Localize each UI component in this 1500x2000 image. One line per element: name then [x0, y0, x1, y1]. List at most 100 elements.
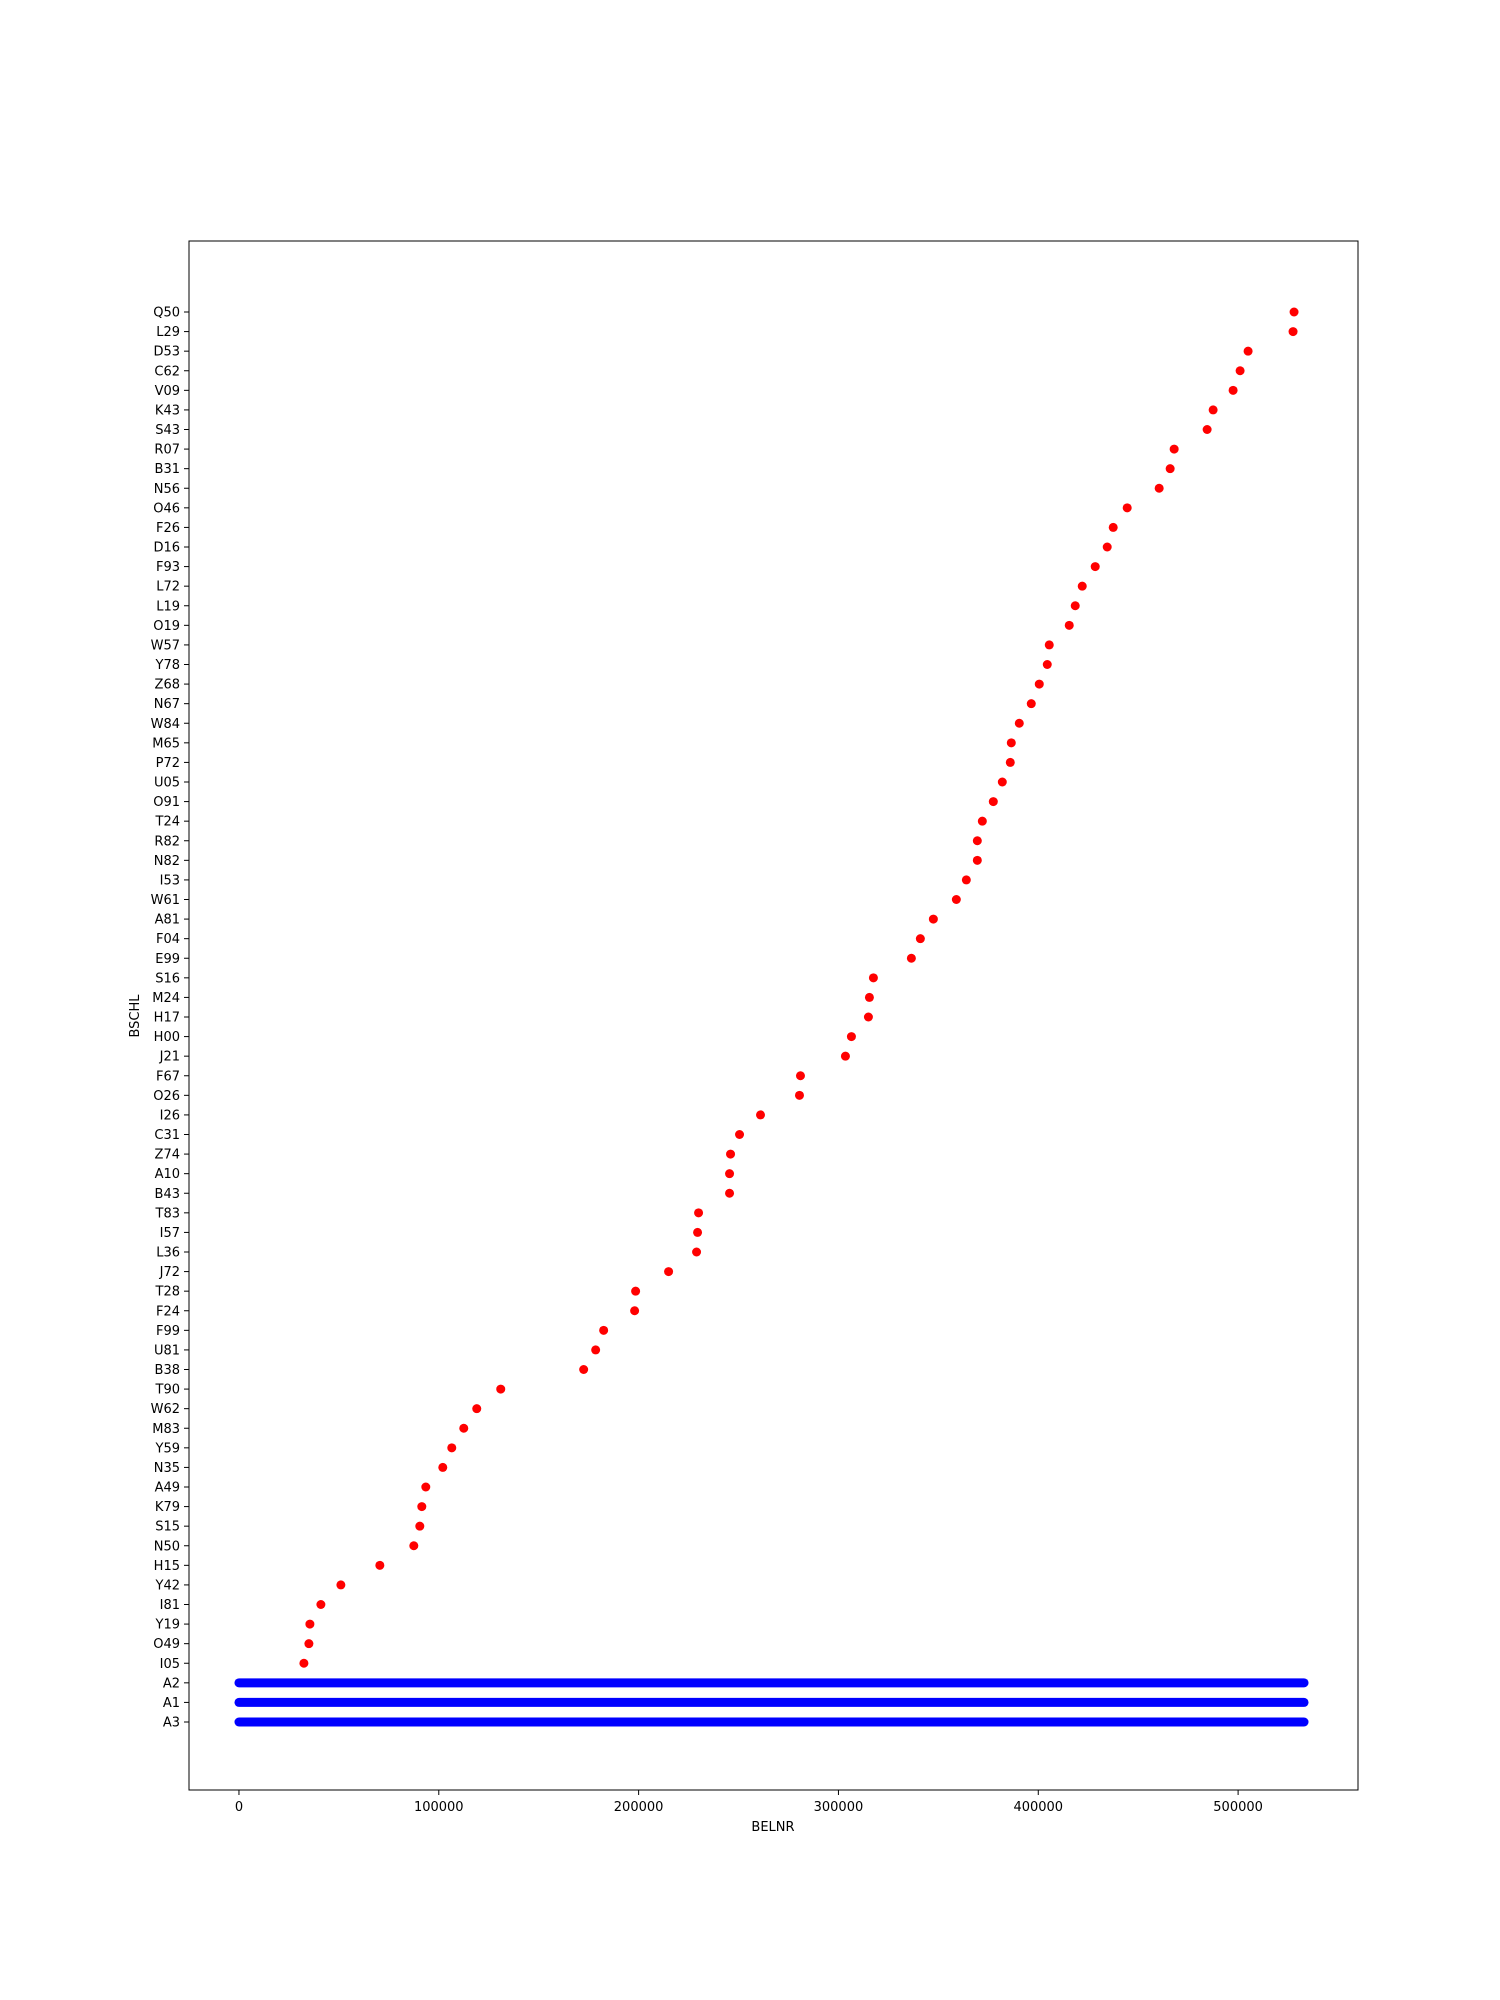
red-point-N50 [409, 1541, 419, 1551]
red-point-L19 [1070, 601, 1080, 611]
y-tick-label: Z68 [155, 678, 180, 693]
red-point-O49 [304, 1639, 314, 1649]
y-tick-label: H00 [154, 1030, 180, 1045]
y-tick-label: T90 [155, 1383, 180, 1398]
red-point-H00 [846, 1032, 856, 1042]
y-tick-label: M65 [152, 736, 180, 751]
x-tick-label: 0 [235, 1800, 243, 1815]
red-point-M24 [864, 992, 874, 1002]
plot-frame [188, 240, 1359, 1791]
red-point-L29 [1288, 327, 1298, 337]
y-tick-label: N56 [154, 482, 180, 497]
red-point-I81 [316, 1600, 326, 1609]
red-point-F93 [1090, 562, 1100, 572]
y-tick-label: Y59 [155, 1441, 180, 1456]
y-tick-label: T24 [155, 815, 180, 830]
red-point-C62 [1235, 366, 1245, 376]
y-tick-label: I57 [160, 1226, 180, 1241]
red-point-H17 [863, 1012, 873, 1022]
red-series-layer [299, 307, 1299, 1668]
y-tick-label: V09 [155, 384, 180, 399]
red-point-Y19 [305, 1619, 315, 1629]
y-tick-label: F93 [156, 560, 180, 575]
y-tick-label: W57 [151, 638, 180, 653]
red-point-I26 [756, 1110, 766, 1120]
y-tick-label: O49 [153, 1637, 180, 1652]
red-point-O19 [1064, 620, 1074, 630]
red-point-F67 [795, 1071, 805, 1081]
y-tick-label: L19 [156, 599, 180, 614]
x-tick-label: 300000 [814, 1800, 864, 1815]
y-tick-label: A3 [163, 1716, 180, 1731]
red-point-Y59 [447, 1443, 457, 1453]
red-point-Z68 [1034, 679, 1044, 689]
red-point-W61 [951, 895, 961, 904]
y-tick-label: B43 [155, 1187, 180, 1202]
y-tick-label: Y19 [155, 1618, 180, 1633]
red-point-F26 [1108, 522, 1118, 532]
y-tick-label: I53 [160, 873, 180, 888]
y-tick-label: A1 [163, 1696, 180, 1711]
red-point-S15 [415, 1521, 425, 1531]
y-tick-label: R07 [154, 443, 180, 458]
y-tick-label: I81 [160, 1598, 180, 1613]
y-tick-label: K79 [155, 1500, 180, 1515]
y-tick-label: F26 [156, 521, 180, 536]
y-tick-label: C62 [154, 364, 180, 379]
red-point-A10 [725, 1169, 735, 1179]
red-point-F24 [630, 1306, 640, 1316]
y-tick-label: J72 [159, 1265, 180, 1280]
red-point-T28 [631, 1286, 641, 1296]
red-point-I57 [693, 1227, 703, 1237]
x-tick-label: 200000 [614, 1800, 664, 1815]
red-point-C31 [735, 1130, 745, 1139]
y-tick-label: H15 [154, 1559, 180, 1574]
y-tick-label: N67 [154, 697, 180, 712]
y-tick-label: D16 [153, 541, 180, 556]
x-tick-label: 400000 [1013, 1800, 1063, 1815]
y-tick-label: N50 [154, 1539, 180, 1554]
y-tick-label: J21 [159, 1050, 180, 1065]
y-tick-label: Y42 [155, 1578, 180, 1593]
y-tick-label: N35 [154, 1461, 180, 1476]
y-tick-label: Q50 [153, 306, 180, 321]
y-tick-label: N82 [154, 854, 180, 869]
red-point-M65 [1006, 738, 1016, 748]
red-point-M83 [459, 1423, 469, 1433]
red-point-D53 [1243, 346, 1253, 356]
y-tick-label: A49 [155, 1481, 180, 1496]
red-point-N35 [438, 1462, 448, 1472]
y-tick-label: T28 [155, 1285, 180, 1300]
red-point-J21 [840, 1051, 850, 1061]
y-tick-label: S15 [155, 1520, 180, 1535]
red-point-S16 [868, 973, 878, 983]
blue-series-layer [234, 1678, 1309, 1727]
red-point-R07 [1169, 444, 1179, 454]
red-point-W57 [1044, 640, 1054, 650]
red-point-P72 [1005, 757, 1015, 767]
red-point-T83 [694, 1208, 704, 1218]
red-point-Q50 [1289, 307, 1299, 317]
y-tick-label: O91 [153, 795, 180, 810]
y-tick-label: L72 [156, 580, 180, 595]
red-point-B31 [1165, 464, 1175, 474]
y-tick-label: M24 [152, 991, 180, 1006]
red-point-N82 [972, 855, 982, 865]
red-point-T24 [977, 816, 987, 826]
red-point-U81 [591, 1345, 601, 1355]
y-tick-label: P72 [156, 756, 180, 771]
red-point-U05 [997, 777, 1007, 787]
red-point-S43 [1202, 425, 1212, 434]
x-axis: 0 100000 200000 300000 400000 500000 [235, 1790, 1263, 1815]
y-tick-label: R82 [154, 834, 180, 849]
y-tick-label: U05 [154, 776, 180, 791]
y-tick-label: F24 [156, 1304, 180, 1319]
red-point-L36 [692, 1247, 702, 1257]
y-tick-label: A81 [155, 913, 180, 928]
red-point-K79 [417, 1502, 427, 1512]
red-point-R82 [972, 836, 982, 846]
y-tick-label: T83 [155, 1206, 180, 1221]
red-point-A49 [421, 1482, 431, 1492]
red-point-K43 [1208, 405, 1218, 415]
